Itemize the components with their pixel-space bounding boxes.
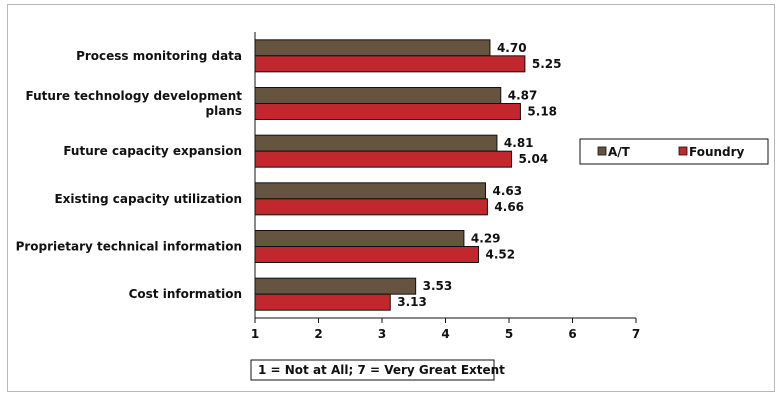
value-label-a-t-cost-information: 3.53 bbox=[423, 279, 453, 293]
x-tick-label-4: 4 bbox=[441, 327, 449, 341]
x-tick-label-1: 1 bbox=[251, 327, 259, 341]
bar-a-t-future-capacity-expansion bbox=[254, 134, 498, 152]
x-tick-label-5: 5 bbox=[505, 327, 513, 341]
bar-foundry-process-monitoring-data bbox=[254, 55, 526, 73]
bar-foundry-cost-information bbox=[254, 293, 391, 311]
scale-note-box bbox=[250, 359, 495, 381]
bar-foundry-future-capacity-expansion bbox=[254, 150, 513, 168]
x-tick-label-6: 6 bbox=[568, 327, 576, 341]
legend-swatch-a-t bbox=[597, 146, 607, 156]
legend-label-a-t: A/T bbox=[608, 145, 631, 159]
legend-box bbox=[579, 138, 769, 165]
legend: A/T Foundry bbox=[579, 138, 769, 165]
x-axis: 1 2 3 4 5 6 7 bbox=[251, 32, 640, 341]
bar-foundry-future-technology-development-plans bbox=[254, 103, 521, 120]
scale-note-text: 1 = Not at All; 7 = Very Great Extent bbox=[258, 363, 505, 377]
legend-swatch-foundry bbox=[678, 146, 688, 156]
bar-a-t-existing-capacity-utilization bbox=[254, 182, 487, 200]
value-label-a-t-proprietary-technical-information: 4.29 bbox=[471, 232, 501, 246]
value-labels: 4.70 5.25 4.87 5.18 4.81 5.04 4.63 4.66 4.29 4.52… bbox=[397, 41, 561, 309]
category-label-cost-information: Cost information bbox=[129, 287, 242, 301]
category-label-process-monitoring-data: Process monitoring data bbox=[76, 49, 242, 63]
chart-frame bbox=[7, 4, 775, 392]
bar-foundry-existing-capacity-utilization bbox=[254, 198, 488, 216]
value-label-a-t-future-technology-development-plans: 4.87 bbox=[508, 89, 538, 103]
bar-a-t-future-technology-development-plans bbox=[254, 87, 502, 104]
value-label-a-t-existing-capacity-utilization: 4.63 bbox=[493, 184, 523, 198]
scale-note: 1 = Not at All; 7 = Very Great Extent bbox=[250, 359, 505, 381]
value-label-foundry-proprietary-technical-information: 4.52 bbox=[486, 248, 516, 262]
bars-group bbox=[254, 39, 526, 311]
category-label-existing-capacity-utilization: Existing capacity utilization bbox=[54, 192, 242, 206]
category-label-future-technology-development-plans: Future technology development plans bbox=[26, 89, 243, 118]
legend-label-foundry: Foundry bbox=[689, 145, 745, 159]
value-label-a-t-future-capacity-expansion: 4.81 bbox=[504, 136, 534, 150]
bar-a-t-process-monitoring-data bbox=[254, 39, 491, 57]
category-label-proprietary-technical-information: Proprietary technical information bbox=[16, 240, 242, 254]
x-tick-label-7: 7 bbox=[632, 327, 640, 341]
value-label-foundry-process-monitoring-data: 5.25 bbox=[532, 57, 562, 71]
category-labels: Process monitoring data Future technology… bbox=[16, 49, 243, 301]
x-tick-label-2: 2 bbox=[314, 327, 322, 341]
value-label-foundry-cost-information: 3.13 bbox=[397, 295, 427, 309]
bar-foundry-proprietary-technical-information bbox=[254, 246, 480, 263]
bar-a-t-proprietary-technical-information bbox=[254, 230, 465, 247]
value-label-foundry-future-capacity-expansion: 5.04 bbox=[519, 152, 549, 166]
value-label-foundry-existing-capacity-utilization: 4.66 bbox=[494, 200, 524, 214]
value-label-foundry-future-technology-development-plans: 5.18 bbox=[527, 105, 557, 119]
bar-a-t-cost-information bbox=[254, 277, 417, 295]
value-label-a-t-process-monitoring-data: 4.70 bbox=[497, 41, 527, 55]
x-tick-label-3: 3 bbox=[378, 327, 386, 341]
category-label-future-capacity-expansion: Future capacity expansion bbox=[63, 144, 242, 158]
